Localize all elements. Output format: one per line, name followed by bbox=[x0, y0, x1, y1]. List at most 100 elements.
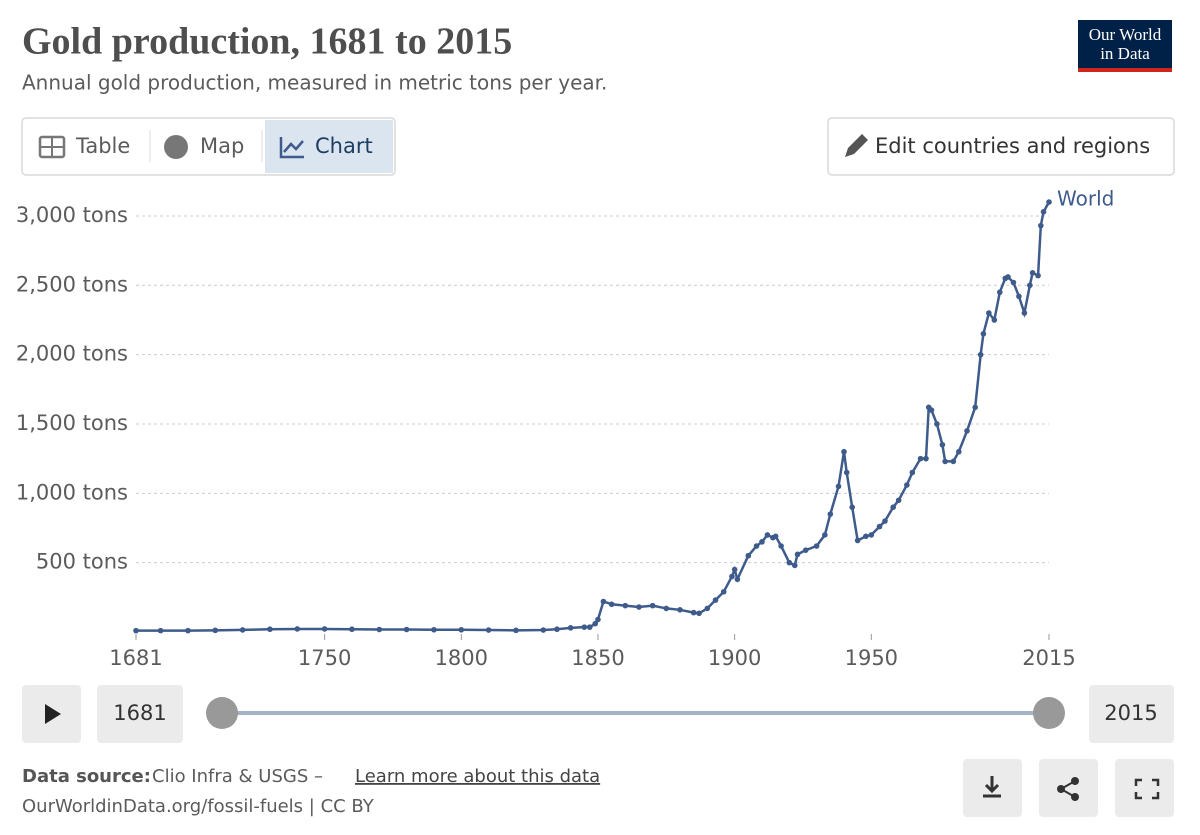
point bbox=[267, 626, 273, 633]
point bbox=[349, 626, 355, 633]
point bbox=[835, 483, 842, 490]
logo: Our World in Data bbox=[1078, 20, 1172, 72]
slider-handle[interactable] bbox=[1033, 697, 1065, 729]
point bbox=[376, 626, 383, 633]
point bbox=[882, 518, 888, 524]
point bbox=[734, 576, 741, 583]
point bbox=[772, 533, 779, 540]
point bbox=[764, 532, 771, 538]
point bbox=[690, 609, 697, 616]
point bbox=[403, 626, 410, 633]
point bbox=[1027, 282, 1033, 289]
point bbox=[1005, 274, 1011, 280]
point bbox=[890, 504, 896, 510]
point bbox=[622, 602, 629, 609]
learn-more-link[interactable]: Learn more about this data bbox=[355, 766, 600, 787]
point bbox=[581, 624, 588, 630]
x-tick-label: 1681 bbox=[109, 646, 162, 670]
point bbox=[778, 543, 784, 549]
y-tick-label: 500 tons bbox=[36, 550, 128, 574]
point bbox=[745, 552, 752, 559]
end-year: 2015 bbox=[1104, 701, 1157, 725]
share-button[interactable] bbox=[1039, 759, 1098, 817]
point bbox=[185, 627, 191, 634]
point bbox=[977, 351, 984, 358]
point bbox=[854, 537, 861, 544]
point bbox=[485, 627, 492, 633]
point bbox=[592, 620, 599, 627]
source: Clio Infra & USGS – bbox=[152, 766, 323, 787]
point bbox=[917, 455, 924, 462]
point bbox=[928, 407, 935, 413]
point bbox=[1016, 293, 1022, 300]
point bbox=[1035, 272, 1041, 279]
y-tick-label: 1,500 tons bbox=[16, 411, 128, 435]
point bbox=[1040, 208, 1047, 215]
point bbox=[950, 458, 957, 465]
x-tick-label: 1900 bbox=[708, 646, 761, 670]
point bbox=[458, 626, 465, 633]
point bbox=[595, 616, 601, 623]
x-tick-label: 1750 bbox=[298, 646, 351, 670]
point bbox=[843, 469, 850, 476]
point bbox=[321, 626, 328, 632]
point bbox=[786, 559, 793, 566]
point bbox=[996, 289, 1003, 296]
tab-map[interactable]: Map bbox=[164, 134, 244, 159]
edit-button[interactable]: Edit countries and regions bbox=[827, 117, 1175, 176]
point bbox=[636, 604, 642, 610]
point bbox=[759, 539, 765, 545]
point bbox=[964, 428, 970, 434]
point bbox=[895, 497, 902, 504]
timeline: 1681 2015 bbox=[22, 685, 1174, 743]
point bbox=[942, 458, 948, 465]
point bbox=[649, 602, 656, 609]
point bbox=[813, 543, 820, 549]
tab-chart[interactable]: Chart bbox=[279, 134, 373, 159]
point bbox=[540, 627, 547, 633]
y-tick-label: 2,000 tons bbox=[16, 342, 128, 366]
x-tick-label: 2015 bbox=[1022, 646, 1075, 670]
edit-label: Edit countries and regions bbox=[875, 134, 1150, 158]
x-tick-label: 1800 bbox=[435, 646, 488, 670]
play-button[interactable] bbox=[22, 685, 81, 743]
point bbox=[600, 598, 607, 605]
tab-label: Map bbox=[200, 134, 244, 158]
start-box bbox=[97, 685, 183, 743]
point bbox=[791, 562, 798, 569]
logo-text: in Data bbox=[1100, 44, 1150, 63]
y-tick-label: 1,000 tons bbox=[16, 480, 128, 504]
point bbox=[729, 573, 735, 580]
point bbox=[1021, 310, 1028, 316]
tab-label: Table bbox=[75, 134, 130, 158]
point bbox=[239, 627, 246, 633]
point bbox=[753, 543, 760, 549]
source-label: Data source: bbox=[22, 766, 151, 787]
point bbox=[696, 610, 702, 617]
point bbox=[972, 404, 978, 411]
x-tick-label: 1850 bbox=[571, 646, 624, 670]
x-tick-label: 1950 bbox=[845, 646, 898, 670]
slider-handle[interactable] bbox=[206, 697, 238, 729]
y-tick-label: 2,500 tons bbox=[16, 272, 128, 296]
point bbox=[212, 627, 219, 634]
point bbox=[720, 588, 727, 595]
point bbox=[923, 455, 929, 462]
point bbox=[802, 547, 809, 553]
start-year: 1681 bbox=[113, 701, 166, 725]
point bbox=[608, 601, 615, 608]
point bbox=[980, 331, 987, 337]
point bbox=[554, 626, 560, 633]
line bbox=[136, 201, 1051, 632]
point bbox=[876, 523, 883, 530]
tab-table[interactable]: Table bbox=[38, 134, 130, 159]
point bbox=[677, 607, 683, 613]
point bbox=[1046, 199, 1052, 205]
point bbox=[157, 627, 164, 634]
download-button[interactable] bbox=[963, 759, 1022, 817]
subtitle: Annual gold production, measured in metr… bbox=[22, 71, 607, 95]
point bbox=[1010, 279, 1017, 286]
fullscreen-button[interactable] bbox=[1115, 759, 1174, 817]
point bbox=[663, 605, 670, 612]
